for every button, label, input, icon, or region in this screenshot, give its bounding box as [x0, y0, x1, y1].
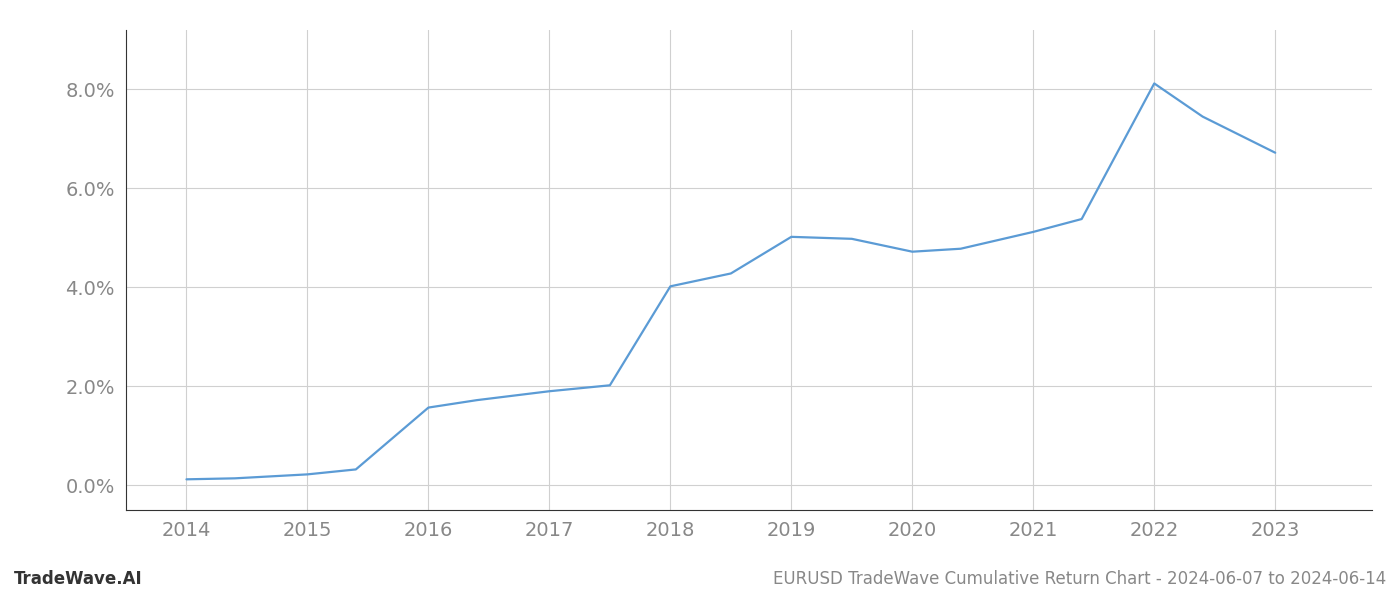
Text: EURUSD TradeWave Cumulative Return Chart - 2024-06-07 to 2024-06-14: EURUSD TradeWave Cumulative Return Chart… [773, 570, 1386, 588]
Text: TradeWave.AI: TradeWave.AI [14, 570, 143, 588]
